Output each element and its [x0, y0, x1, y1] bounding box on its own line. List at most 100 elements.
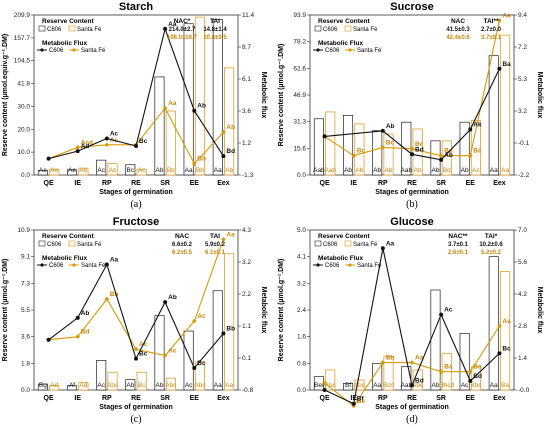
y-right-tick-label: 4.3	[242, 227, 251, 234]
legend-label-c606: C606	[323, 242, 338, 248]
stat-value-c606: 10.2±0.6	[479, 242, 503, 248]
flux-point-c606	[439, 312, 444, 317]
legend-title-flux: Metabolic Flux	[318, 255, 364, 262]
flux-point-santafe	[191, 161, 197, 166]
bar-label-santafe: Aa	[225, 382, 233, 389]
flux-label-c606: Bd	[415, 146, 424, 153]
bar-c606	[67, 385, 78, 391]
flux-point-c606	[497, 351, 502, 356]
bar-c606	[212, 18, 223, 176]
flux-label-c606: Bc	[139, 351, 148, 358]
bar-label-c606: Aab	[401, 382, 413, 389]
y-axis-label: Reserve content (µmol.g⁻¹.DM)	[2, 259, 9, 362]
flux-point-c606	[468, 378, 473, 383]
flux-point-c606	[410, 152, 414, 157]
bar-label-c606: Ab	[373, 167, 381, 174]
flux-point-santafe	[322, 380, 327, 386]
bar-label-santafe: Abc	[107, 382, 119, 389]
flux-label-c606: Ab	[197, 103, 206, 110]
bar-label-santafe: Abc	[165, 382, 177, 389]
bar-label-santafe: Ab	[414, 167, 422, 174]
flux-label-c606: Aa	[110, 257, 119, 264]
chart-title: Starch	[119, 1, 154, 13]
bar-santafe	[354, 123, 365, 176]
y-right-tick-label: -0.1	[518, 140, 530, 147]
bar-label-santafe: Bbcd	[439, 382, 454, 389]
flux-point-santafe	[162, 105, 168, 111]
x-tick-label: RP	[378, 395, 388, 402]
x-tick-label: QE	[44, 180, 54, 187]
flux-point-c606	[46, 156, 51, 161]
bar-label-c606: Bef	[314, 382, 324, 389]
flux-label-santafe: Bb	[110, 291, 119, 298]
chart-title: Glucose	[390, 216, 433, 228]
chart-panel-2: Sucrose 0.0 15.6 31.3 46.9 62.6 78.2 93.9 -2.2 -0…	[278, 1, 543, 210]
stat-value-c606: 6.6±0.2	[172, 242, 193, 248]
stat-label: NAC*	[174, 18, 191, 25]
bar-santafe	[383, 356, 394, 391]
bar-c606	[488, 55, 499, 176]
chart-title: Fructose	[113, 216, 159, 228]
chart-panel-1: Starch 0.0 10.0 20.0 30.0 41.8 104.5 157.7 209.9…	[2, 1, 267, 210]
x-tick-label: SR	[436, 395, 446, 402]
bar-label-santafe: Ad	[50, 382, 58, 389]
y-right-tick-label: 3.2	[242, 259, 251, 266]
legend-title-flux: Metabolic Flux	[42, 40, 88, 47]
bar-c606	[372, 362, 383, 391]
legend-marker-c606	[316, 263, 320, 267]
bar-label-c606: Ac	[185, 382, 193, 389]
flux-label-c606: Ac	[110, 130, 119, 137]
bar-label-c606: Aab	[401, 167, 413, 174]
bar-label-santafe: Bb	[167, 167, 175, 174]
bar-c606	[372, 130, 383, 176]
bar-c606	[67, 169, 78, 176]
flux-point-c606	[410, 383, 414, 388]
stat-value-santafe: 10.8±0.5	[203, 35, 227, 41]
bar-santafe	[165, 110, 176, 176]
y-right-tick-label: 0.1	[242, 355, 251, 362]
legend-marker-c606	[40, 48, 44, 52]
x-tick-label: IE	[74, 395, 81, 402]
flux-label-santafe: Be	[357, 398, 366, 405]
legend-marker-c606	[40, 263, 44, 267]
bar-label-c606: Aab	[313, 167, 325, 174]
bar-santafe	[165, 377, 176, 391]
x-tick-label: EE	[466, 180, 476, 187]
bar-santafe	[412, 369, 423, 391]
flux-label-santafe: Bc	[357, 148, 366, 155]
y-right-tick-label: 2.2	[242, 291, 251, 298]
panel-label: (b)	[406, 199, 418, 210]
y-right-tick-label: 1.4	[518, 355, 527, 362]
bar-santafe	[49, 385, 60, 391]
bar-label-santafe: Abc	[194, 382, 206, 389]
flux-point-santafe	[438, 369, 444, 375]
y-right-tick-label: 3.2	[518, 108, 527, 115]
bar-label-c606: Aa	[490, 382, 498, 389]
y-right-tick-label: 5.6	[518, 259, 527, 266]
flux-label-santafe: Aa	[502, 13, 511, 20]
x-tick-label: EE	[466, 395, 476, 402]
flux-point-c606	[163, 300, 168, 305]
bar-c606	[488, 256, 499, 391]
x-tick-label: RP	[102, 180, 112, 187]
bar-label-c606: Ab	[344, 167, 352, 174]
bar-santafe	[325, 111, 336, 176]
y-right-tick-label: -0.0	[518, 387, 530, 394]
y-right-axis-label: Metabolic flux	[536, 72, 543, 119]
flux-label-santafe: Bc	[444, 148, 453, 155]
bar-santafe	[500, 271, 511, 391]
flux-label-santafe: Bc	[415, 141, 424, 148]
bar-c606	[343, 114, 354, 176]
y-tick-label: 0.8	[297, 360, 306, 367]
y-tick-label: 5.0	[297, 227, 306, 234]
flux-point-santafe	[104, 142, 110, 148]
stat-value-santafe: 6.1±0.1	[205, 250, 226, 256]
y-tick-label: 157.7	[14, 35, 31, 42]
x-axis-label: Stages of germination	[99, 404, 173, 411]
bar-santafe	[470, 120, 482, 176]
legend-title-reserve: Reserve Content	[42, 233, 94, 240]
bar-label-c606: Ac	[97, 167, 105, 174]
flux-point-santafe	[221, 237, 226, 242]
y-tick-label: 62.6	[293, 65, 306, 72]
flux-label-c606: Bd	[473, 373, 482, 380]
